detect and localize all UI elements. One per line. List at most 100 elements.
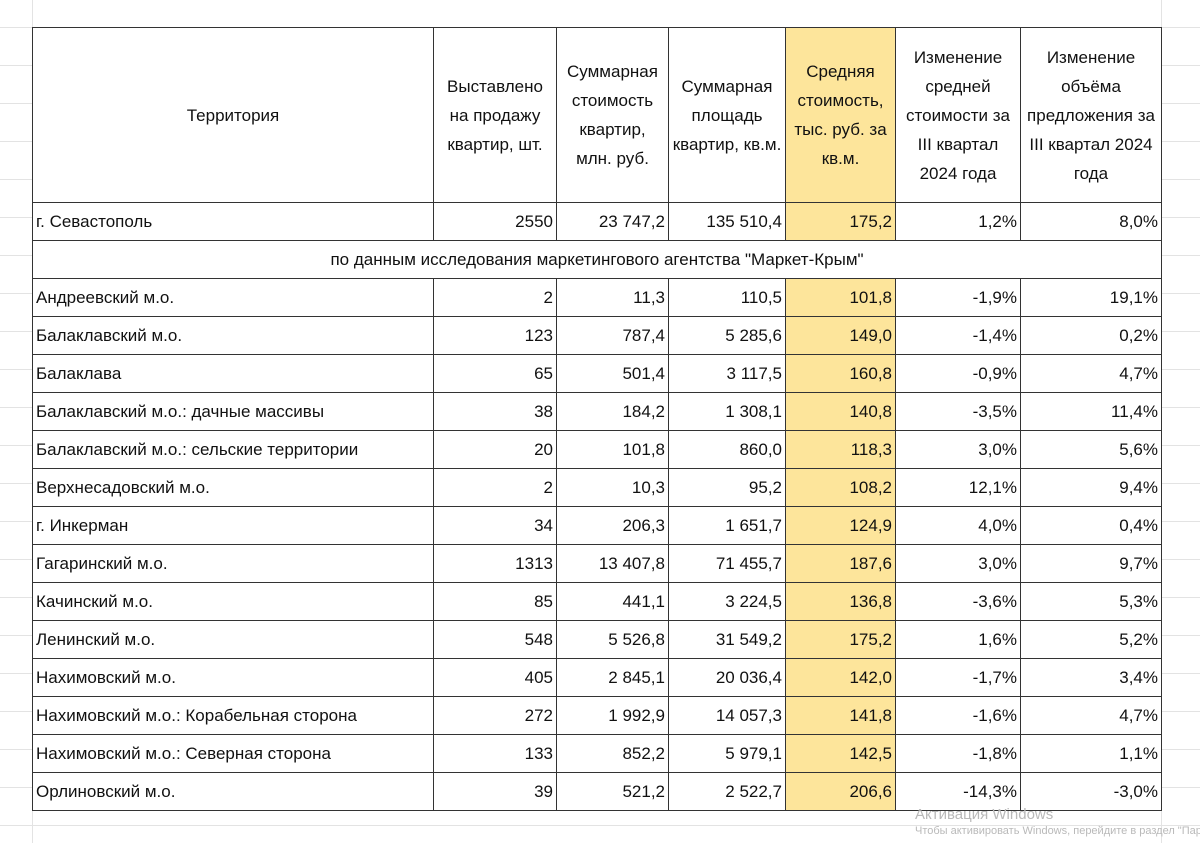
cell-avg-cost-change[interactable]: 3,0% [895, 544, 1021, 583]
cell-listed-count[interactable]: 1313 [433, 544, 557, 583]
cell-avg-cost[interactable]: 175,2 [785, 620, 896, 659]
cell-total-area[interactable]: 3 117,5 [668, 354, 786, 393]
cell-total-cost[interactable]: 1 992,9 [556, 696, 669, 735]
cell-total-area[interactable]: 5 979,1 [668, 734, 786, 773]
source-note[interactable]: по данным исследования маркетингового аг… [32, 240, 1162, 279]
cell-total-cost[interactable]: 5 526,8 [556, 620, 669, 659]
cell-total-cost[interactable]: 101,8 [556, 430, 669, 469]
header-territory[interactable]: Территория [32, 27, 434, 203]
cell-supply-change[interactable]: 5,2% [1020, 620, 1162, 659]
cell-total-area[interactable]: 3 224,5 [668, 582, 786, 621]
cell-territory[interactable]: г. Инкерман [32, 506, 434, 545]
cell-territory[interactable]: Балаклавский м.о.: дачные массивы [32, 392, 434, 431]
cell-avg-cost-change[interactable]: -1,9% [895, 278, 1021, 317]
cell-avg-cost-change[interactable]: 12,1% [895, 468, 1021, 507]
cell-listed-count[interactable]: 2 [433, 468, 557, 507]
cell-total-cost[interactable]: 852,2 [556, 734, 669, 773]
cell-listed-count[interactable]: 123 [433, 316, 557, 355]
cell-total-cost[interactable]: 206,3 [556, 506, 669, 545]
cell-supply-change[interactable]: 4,7% [1020, 354, 1162, 393]
cell-avg-cost-change[interactable]: -1,8% [895, 734, 1021, 773]
cell-territory[interactable]: Нахимовский м.о. [32, 658, 434, 697]
cell-supply-change[interactable]: 5,3% [1020, 582, 1162, 621]
cell-avg-cost-change[interactable]: 3,0% [895, 430, 1021, 469]
cell-avg-cost-change[interactable]: 1,2% [895, 202, 1021, 241]
cell-total-area[interactable]: 71 455,7 [668, 544, 786, 583]
cell-listed-count[interactable]: 39 [433, 772, 557, 811]
cell-listed-count[interactable]: 2550 [433, 202, 557, 241]
cell-total-cost[interactable]: 184,2 [556, 392, 669, 431]
cell-avg-cost[interactable]: 140,8 [785, 392, 896, 431]
header-avg-cost[interactable]: Средняя стоимость, тыс. руб. за кв.м. [785, 27, 896, 203]
cell-avg-cost-change[interactable]: 1,6% [895, 620, 1021, 659]
cell-supply-change[interactable]: 8,0% [1020, 202, 1162, 241]
cell-total-area[interactable]: 1 651,7 [668, 506, 786, 545]
cell-listed-count[interactable]: 133 [433, 734, 557, 773]
cell-listed-count[interactable]: 34 [433, 506, 557, 545]
cell-territory[interactable]: Орлиновский м.о. [32, 772, 434, 811]
cell-listed-count[interactable]: 548 [433, 620, 557, 659]
cell-total-cost[interactable]: 501,4 [556, 354, 669, 393]
cell-avg-cost-change[interactable]: -1,4% [895, 316, 1021, 355]
cell-avg-cost-change[interactable]: -1,6% [895, 696, 1021, 735]
cell-territory[interactable]: Ленинский м.о. [32, 620, 434, 659]
cell-avg-cost[interactable]: 175,2 [785, 202, 896, 241]
cell-total-cost[interactable]: 521,2 [556, 772, 669, 811]
cell-total-cost[interactable]: 11,3 [556, 278, 669, 317]
cell-avg-cost[interactable]: 187,6 [785, 544, 896, 583]
cell-supply-change[interactable]: 4,7% [1020, 696, 1162, 735]
cell-total-cost[interactable]: 787,4 [556, 316, 669, 355]
cell-territory[interactable]: Андреевский м.о. [32, 278, 434, 317]
cell-total-cost[interactable]: 10,3 [556, 468, 669, 507]
header-listed-count[interactable]: Выставлено на продажу квартир, шт. [433, 27, 557, 203]
cell-avg-cost[interactable]: 118,3 [785, 430, 896, 469]
cell-supply-change[interactable]: 0,2% [1020, 316, 1162, 355]
cell-listed-count[interactable]: 65 [433, 354, 557, 393]
cell-total-cost[interactable]: 441,1 [556, 582, 669, 621]
cell-total-area[interactable]: 860,0 [668, 430, 786, 469]
header-avg-cost-change[interactable]: Изменение средней стоимости за III кварт… [895, 27, 1021, 203]
cell-supply-change[interactable]: 3,4% [1020, 658, 1162, 697]
cell-listed-count[interactable]: 85 [433, 582, 557, 621]
cell-territory[interactable]: г. Севастополь [32, 202, 434, 241]
cell-supply-change[interactable]: 9,4% [1020, 468, 1162, 507]
cell-territory[interactable]: Верхнесадовский м.о. [32, 468, 434, 507]
cell-avg-cost[interactable]: 149,0 [785, 316, 896, 355]
cell-listed-count[interactable]: 405 [433, 658, 557, 697]
cell-supply-change[interactable]: 5,6% [1020, 430, 1162, 469]
cell-total-cost[interactable]: 2 845,1 [556, 658, 669, 697]
cell-total-area[interactable]: 135 510,4 [668, 202, 786, 241]
cell-total-area[interactable]: 95,2 [668, 468, 786, 507]
cell-avg-cost-change[interactable]: -3,6% [895, 582, 1021, 621]
cell-total-area[interactable]: 31 549,2 [668, 620, 786, 659]
header-total-area[interactable]: Суммарная площадь квартир, кв.м. [668, 27, 786, 203]
cell-avg-cost-change[interactable]: 4,0% [895, 506, 1021, 545]
cell-total-area[interactable]: 14 057,3 [668, 696, 786, 735]
cell-avg-cost-change[interactable]: -1,7% [895, 658, 1021, 697]
cell-listed-count[interactable]: 272 [433, 696, 557, 735]
header-total-cost[interactable]: Суммарная стоимость квартир, млн. руб. [556, 27, 669, 203]
cell-territory[interactable]: Гагаринский м.о. [32, 544, 434, 583]
cell-total-area[interactable]: 1 308,1 [668, 392, 786, 431]
cell-supply-change[interactable]: 1,1% [1020, 734, 1162, 773]
cell-supply-change[interactable]: 9,7% [1020, 544, 1162, 583]
header-supply-change[interactable]: Изменение объёма предложения за III квар… [1020, 27, 1162, 203]
cell-supply-change[interactable]: -3,0% [1020, 772, 1162, 811]
cell-avg-cost-change[interactable]: -3,5% [895, 392, 1021, 431]
cell-supply-change[interactable]: 11,4% [1020, 392, 1162, 431]
cell-total-cost[interactable]: 13 407,8 [556, 544, 669, 583]
cell-avg-cost[interactable]: 142,0 [785, 658, 896, 697]
cell-listed-count[interactable]: 38 [433, 392, 557, 431]
cell-territory[interactable]: Балаклава [32, 354, 434, 393]
cell-territory[interactable]: Качинский м.о. [32, 582, 434, 621]
cell-total-cost[interactable]: 23 747,2 [556, 202, 669, 241]
cell-avg-cost[interactable]: 108,2 [785, 468, 896, 507]
cell-avg-cost[interactable]: 101,8 [785, 278, 896, 317]
cell-total-area[interactable]: 110,5 [668, 278, 786, 317]
cell-territory[interactable]: Нахимовский м.о.: Северная сторона [32, 734, 434, 773]
cell-avg-cost-change[interactable]: -14,3% [895, 772, 1021, 811]
cell-total-area[interactable]: 20 036,4 [668, 658, 786, 697]
cell-territory[interactable]: Нахимовский м.о.: Корабельная сторона [32, 696, 434, 735]
cell-avg-cost[interactable]: 160,8 [785, 354, 896, 393]
cell-avg-cost[interactable]: 206,6 [785, 772, 896, 811]
